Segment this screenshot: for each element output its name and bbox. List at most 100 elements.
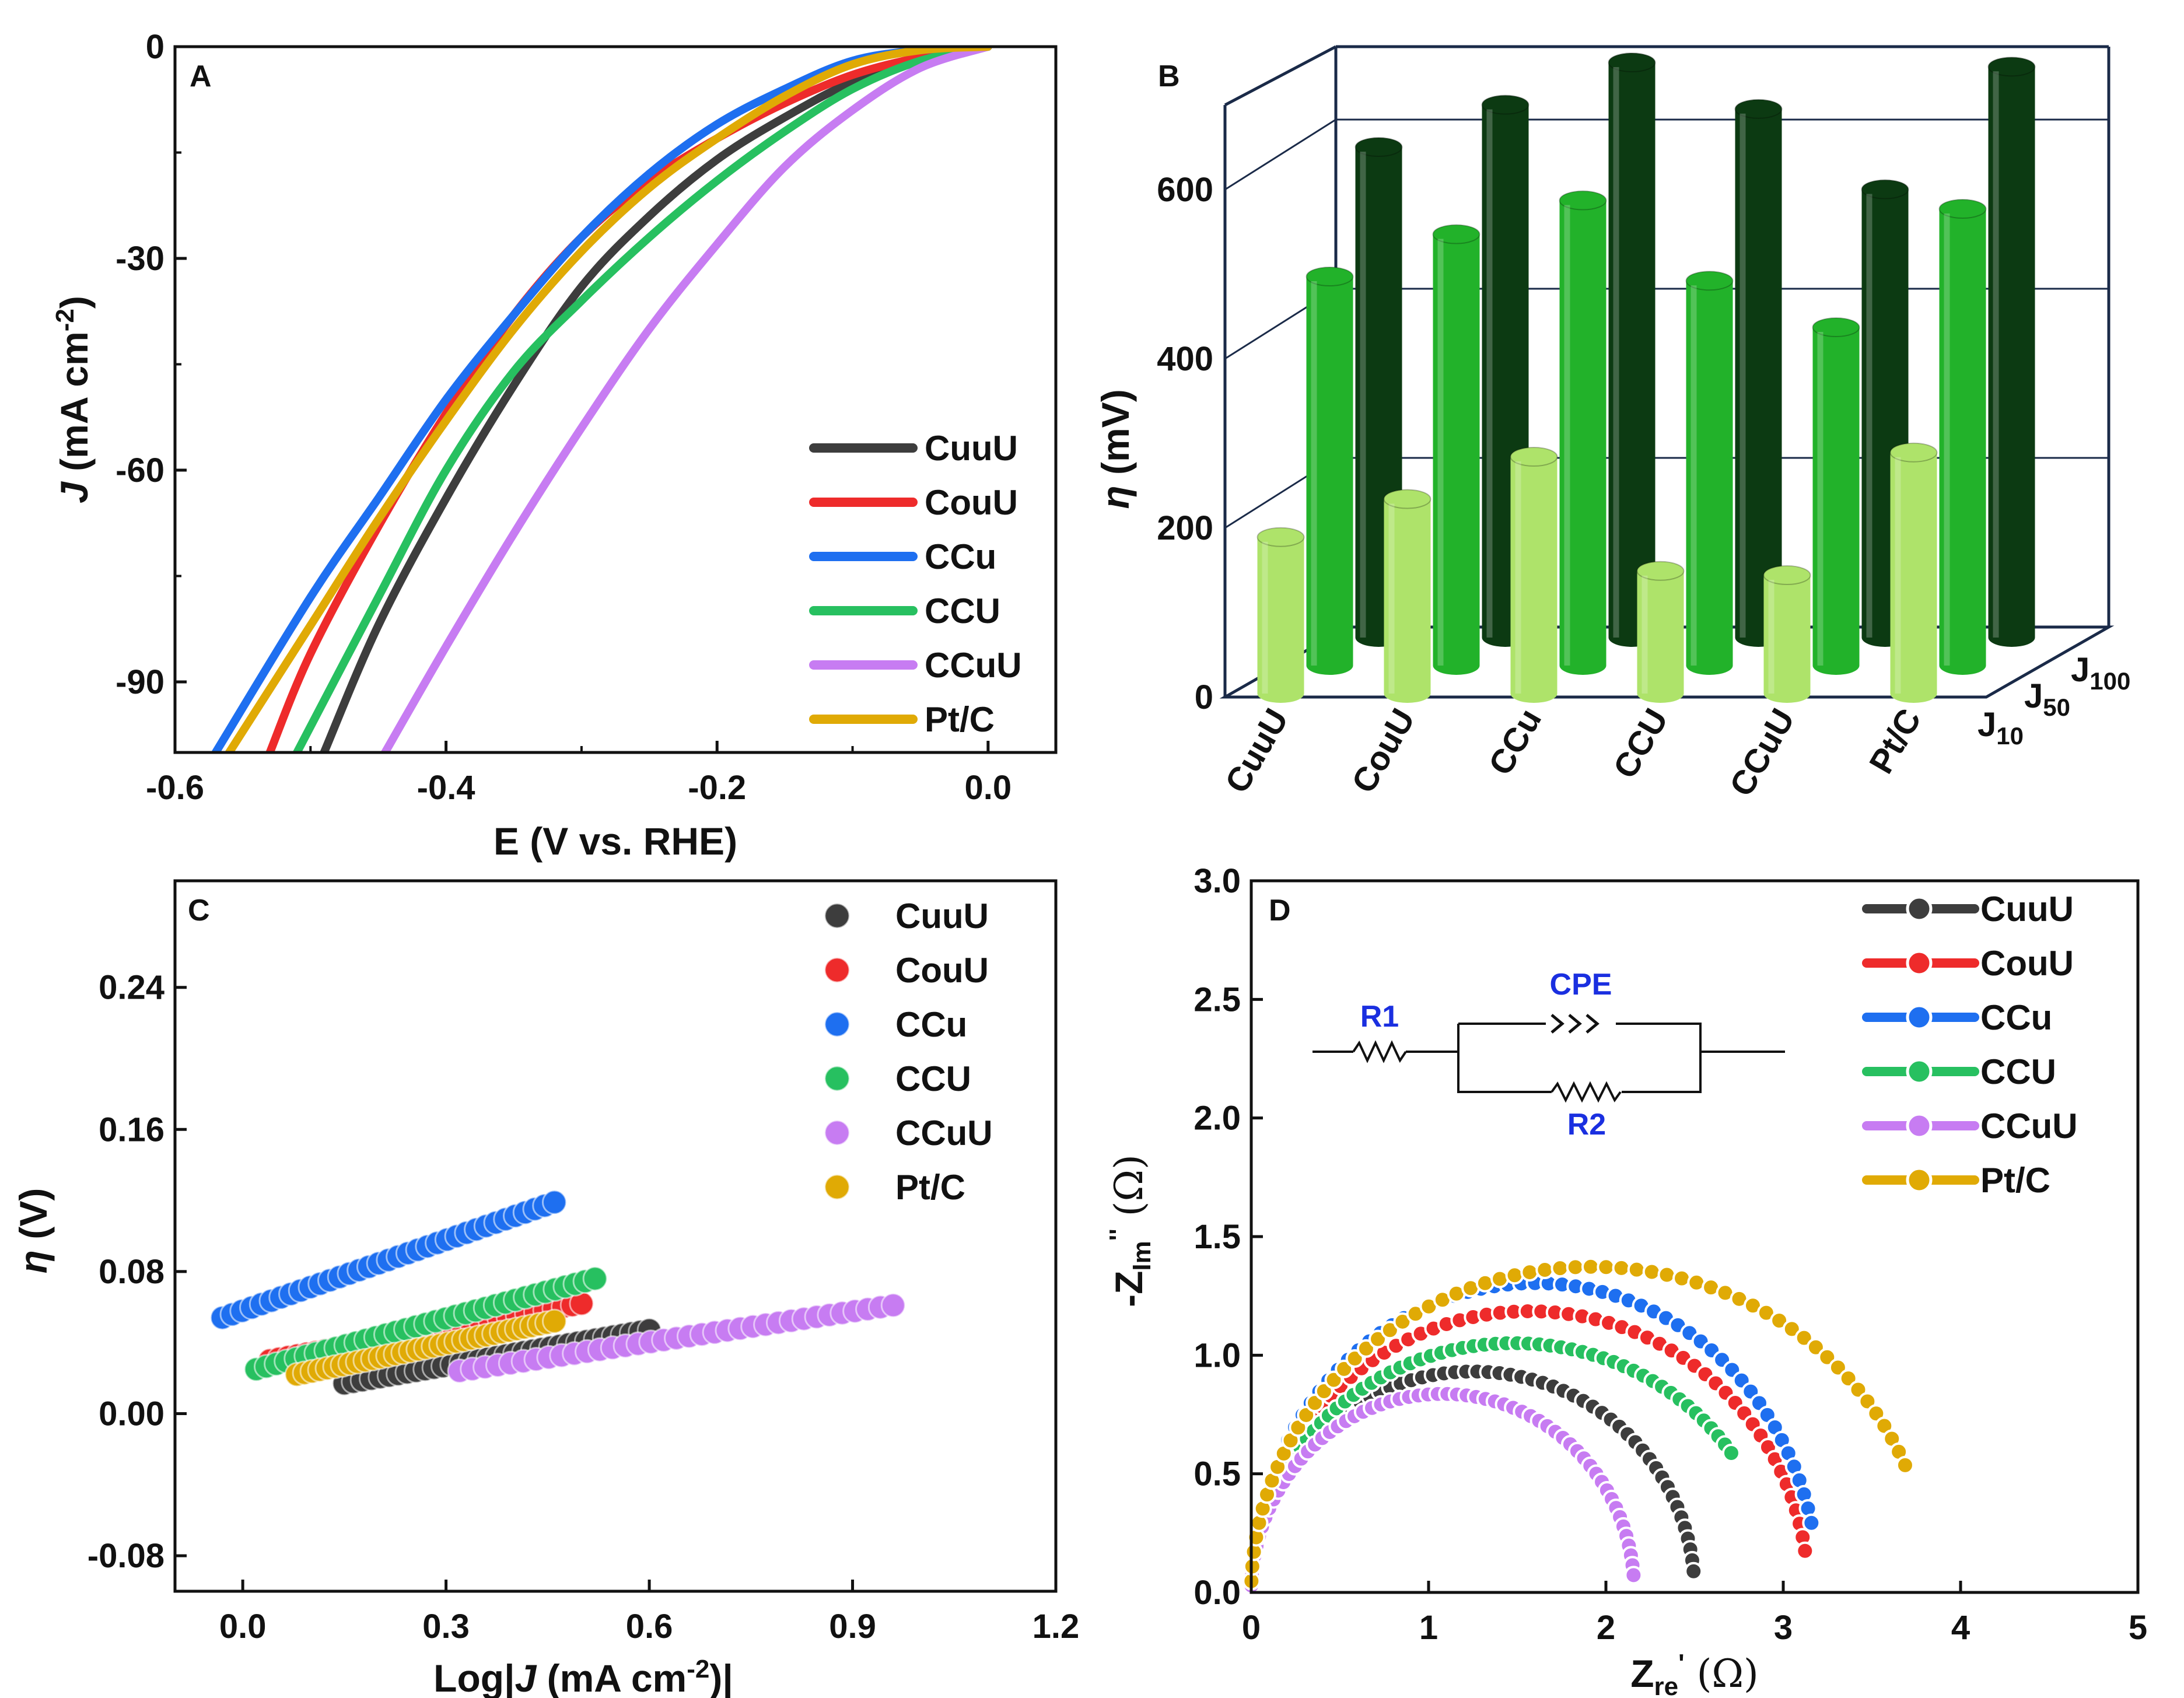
panel-d-legend: CuuU CouU CCu CCU CCuU Pt/C: [1862, 890, 2078, 1200]
panel-a-legend-label-couu: CouU: [925, 483, 1018, 522]
panel-c-legend-label-cuuu: CuuU: [895, 897, 989, 936]
panel-d-point-pt-c: [1368, 1329, 1388, 1349]
panel-b-bar-cuuu-j50: [1306, 267, 1354, 675]
panel-b-category-label: CCU: [1606, 702, 1675, 785]
panel-b-ytick-label: 200: [1157, 509, 1213, 547]
panel-d-legend-marker-couu: [1906, 950, 1933, 976]
panel-b-category-label: CuuU: [1218, 702, 1296, 799]
panel-d-legend-marker-ccu: [1906, 1004, 1933, 1031]
panel-d-ytick-label: 0.0: [1194, 1574, 1241, 1612]
panel-a-xtick-label: -0.2: [688, 769, 746, 807]
panel-b-bar-ccuu-j10: [1763, 565, 1811, 703]
panel-b-bar-cap: [1306, 267, 1354, 286]
panel-d-point-pt-c: [1356, 1339, 1376, 1358]
panel-a-ytick-label: 0: [146, 28, 164, 66]
panel-b-ytick-label: 400: [1157, 340, 1213, 378]
panel-d-point-pt-c: [1657, 1265, 1676, 1284]
panel-d-point-pt-c: [1642, 1262, 1661, 1282]
panel-c-legend-marker-ccuu: [824, 1119, 850, 1146]
panel-b-bar-cap: [1987, 57, 2036, 77]
panel-c-legend-label-ccuu: CCuU: [895, 1114, 993, 1153]
panel-c-legend-marker-couu: [824, 957, 850, 983]
panel-d-point-pt-c: [1566, 1258, 1585, 1277]
panel-d-legend-marker-cuuu: [1906, 895, 1933, 922]
panel-b-bar-pt-c-j10: [1889, 442, 1938, 703]
panel-b-bar-body: [1433, 234, 1480, 675]
panel-d-ytick-label: 2.0: [1194, 1100, 1241, 1137]
panel-a-legend-label-cuuu: CuuU: [925, 429, 1018, 468]
panel-c-xtick-label: 0.3: [422, 1608, 470, 1646]
panel-d: 0 1 2 3 4 5 0.0 0.5 1.0 1.5 2.0 2.5 3.0 D Zre' (Ω) -…: [1104, 862, 2147, 1698]
panel-b-bar-highlight: [1740, 113, 1746, 638]
panel-d-legend-label-ccu: CCu: [1980, 998, 2052, 1037]
panel-c: 0.0 0.3 0.6 0.9 1.2 -0.08 0.00 0.08 0.16 0.24 C L…: [12, 879, 1080, 1698]
panel-d-legend-marker-ccuu: [1906, 1112, 1933, 1139]
panel-c-legend-marker-ccu: [824, 1065, 850, 1092]
parallel-branch-frame: [1457, 1023, 1702, 1093]
panel-d-legend-label-couu: CouU: [1980, 944, 2074, 983]
panel-b-bar-body: [1735, 108, 1782, 647]
panel-b-bar-highlight: [1564, 205, 1570, 666]
panel-b-bar-cap: [1861, 179, 1909, 199]
panel-b-bar-cap: [1812, 317, 1860, 337]
panel-c-ytick-label: 0.00: [99, 1395, 164, 1433]
panel-b-bar-highlight: [1360, 152, 1366, 638]
panel-d-point-pt-c: [1794, 1328, 1814, 1347]
panel-d-xtick-label: 5: [2129, 1609, 2147, 1647]
panel-d-point-pt-c: [1490, 1269, 1510, 1289]
panel-b-bar-highlight: [1515, 461, 1521, 694]
panel-b-bar-cap: [1510, 447, 1558, 467]
panel-d-xtick-label: 2: [1597, 1609, 1615, 1647]
panel-a-ylabel: J (mA cm-2): [51, 296, 96, 503]
panel-c-xtick-label: 0.9: [829, 1608, 876, 1646]
panel-b-bars: [1256, 52, 2036, 703]
panel-b-ytick-label: 600: [1157, 171, 1213, 209]
panel-c-series-ccu: [209, 1189, 567, 1331]
panel-c-xlabel: Log|J (mA cm-2)|: [433, 1655, 733, 1698]
panel-a: -0.6 -0.4 -0.2 0.0 0 -30 -60 -90 A E (V vs. RHE…: [51, 28, 1058, 863]
panel-d-point-pt-c: [1612, 1258, 1631, 1277]
panel-b-bar-cap: [1938, 199, 1987, 219]
panel-a-xtick-label: -0.4: [417, 769, 475, 807]
panel-d-letter: D: [1269, 894, 1291, 927]
panel-c-legend-marker-ccu: [824, 1011, 850, 1038]
panel-b-bar-highlight: [1437, 239, 1444, 666]
panel-d-point-cuuu: [1684, 1562, 1703, 1581]
panel-b-bar-cap: [1889, 442, 1938, 463]
panel-b-bar-couu-j10: [1383, 489, 1432, 703]
panel-b-bar-cap: [1354, 137, 1403, 157]
panel-c-ticks: 0.0 0.3 0.6 0.9 1.2 -0.08 0.00 0.08 0.16 0.24: [88, 969, 1080, 1646]
panel-c-letter: C: [188, 894, 210, 927]
panel-b-bar-highlight: [1642, 575, 1648, 694]
equivalent-circuit-inset: R1 CPE R2: [1312, 968, 1785, 1142]
panel-b-bar-body: [1988, 66, 2035, 647]
panel-d-ytick-label: 1.0: [1194, 1336, 1241, 1374]
panel-c-frame: [173, 879, 1058, 1593]
panel-b-letter: B: [1158, 59, 1180, 93]
panel-b-bar-highlight: [1895, 457, 1901, 694]
panel-c-legend-label-ccu: CCu: [895, 1005, 967, 1044]
panel-b-bar-highlight: [1486, 109, 1493, 638]
panel-b-bar-cap: [1636, 561, 1685, 581]
panel-b-bar-highlight: [1768, 580, 1774, 694]
panel-b-category-labels: CuuU CouU CCu CCU CCuU Pt/C: [1218, 702, 1929, 803]
panel-c-ytick-label: 0.24: [99, 969, 164, 1007]
panel-d-xtick-label: 0: [1242, 1609, 1261, 1647]
panel-b-bar-body: [1637, 570, 1684, 703]
panel-d-ylabel: -ZIm'' (Ω): [1104, 1154, 1156, 1307]
panel-c-legend-label-pt-c: Pt/C: [895, 1168, 965, 1207]
panel-b-bar-highlight: [1993, 71, 1999, 638]
panel-b-bar-cap: [1763, 565, 1811, 585]
panel-c-legend-label-ccu: CCU: [895, 1059, 971, 1098]
panel-b-bar-cap: [1383, 489, 1432, 509]
panel-b-bar-cap: [1432, 224, 1480, 244]
panel-b-bar-body: [1686, 281, 1733, 675]
panel-b-bar-ccu-j100: [1608, 52, 1656, 647]
panel-c-ylabel: η (V): [12, 1188, 55, 1274]
r2-label: R2: [1567, 1108, 1606, 1142]
panel-b-bar-highlight: [1866, 194, 1873, 638]
panel-c-series-ccu: [243, 1266, 608, 1382]
panel-a-xtick-label: 0.0: [965, 769, 1012, 807]
panel-a-letter: A: [190, 59, 212, 93]
